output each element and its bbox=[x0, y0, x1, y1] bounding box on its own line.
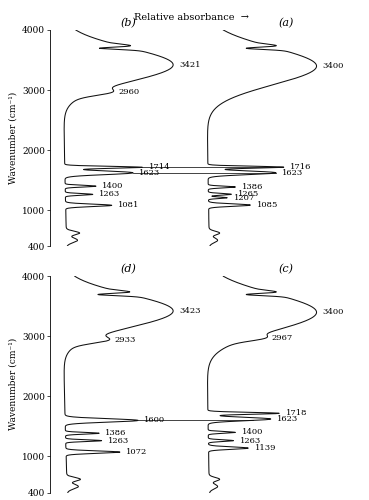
Text: 1085: 1085 bbox=[257, 201, 278, 209]
Text: 1263: 1263 bbox=[240, 436, 261, 444]
Text: 1623: 1623 bbox=[139, 169, 161, 177]
Text: 1072: 1072 bbox=[126, 448, 148, 456]
Text: (b): (b) bbox=[121, 18, 137, 28]
Text: 1081: 1081 bbox=[118, 202, 139, 209]
Text: 1714: 1714 bbox=[149, 164, 170, 172]
Text: 1400: 1400 bbox=[102, 182, 124, 190]
Text: 3400: 3400 bbox=[323, 62, 344, 70]
Text: 3421: 3421 bbox=[179, 61, 201, 69]
Text: 1263: 1263 bbox=[108, 436, 129, 444]
Text: 1139: 1139 bbox=[255, 444, 276, 452]
Text: 1600: 1600 bbox=[144, 416, 166, 424]
Text: 1623: 1623 bbox=[277, 415, 298, 423]
Text: 1207: 1207 bbox=[234, 194, 255, 202]
Text: 1263: 1263 bbox=[99, 190, 120, 198]
Text: (a): (a) bbox=[279, 18, 294, 28]
Text: 1386: 1386 bbox=[242, 183, 263, 191]
Text: 1623: 1623 bbox=[282, 169, 304, 177]
Text: 1718: 1718 bbox=[286, 410, 307, 418]
Text: 1400: 1400 bbox=[242, 428, 263, 436]
Text: 1386: 1386 bbox=[106, 430, 127, 438]
Text: Relative absorbance  →: Relative absorbance → bbox=[134, 12, 249, 22]
Text: 3423: 3423 bbox=[179, 307, 201, 315]
Text: 2933: 2933 bbox=[115, 336, 136, 344]
Text: 3400: 3400 bbox=[323, 308, 344, 316]
Text: (d): (d) bbox=[121, 264, 137, 274]
Text: 1265: 1265 bbox=[238, 190, 259, 198]
Text: 1716: 1716 bbox=[290, 163, 311, 171]
Text: 2960: 2960 bbox=[118, 88, 139, 96]
Text: (c): (c) bbox=[279, 264, 294, 274]
Y-axis label: Wavenumber (cm⁻¹): Wavenumber (cm⁻¹) bbox=[9, 92, 18, 184]
Text: 2967: 2967 bbox=[272, 334, 293, 342]
Y-axis label: Wavenumber (cm⁻¹): Wavenumber (cm⁻¹) bbox=[9, 338, 18, 430]
